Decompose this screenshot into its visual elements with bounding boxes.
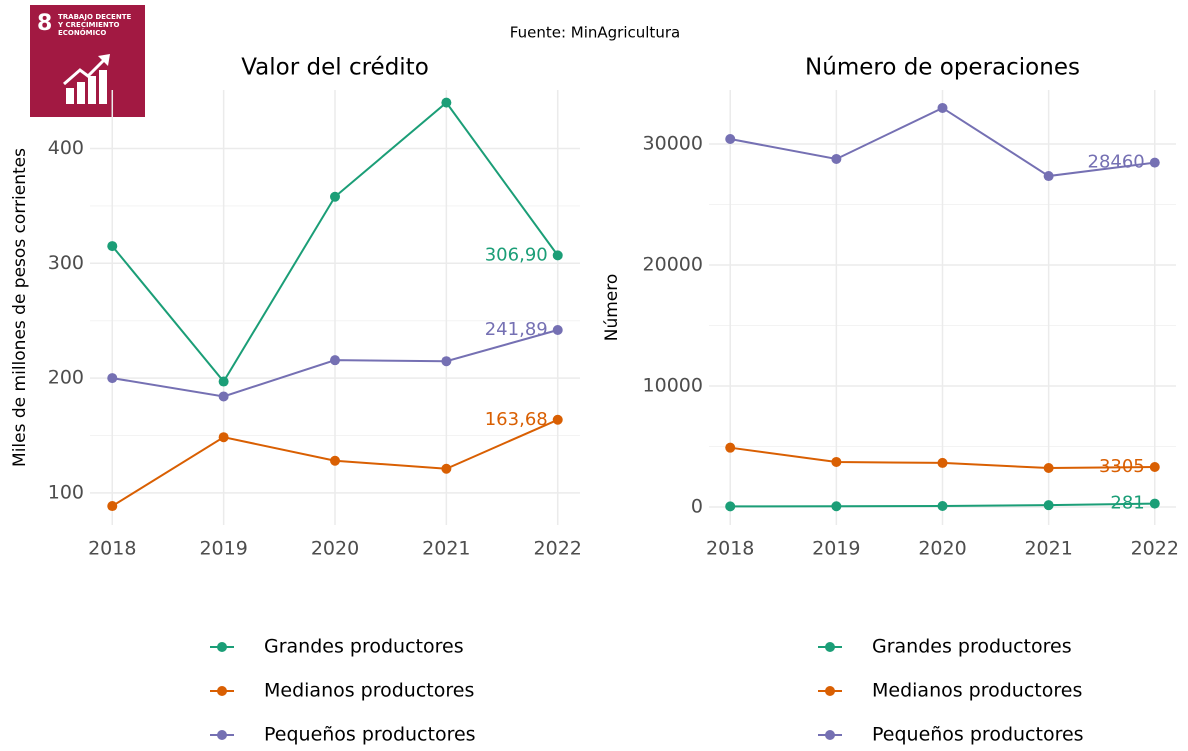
badge-icon: [63, 54, 110, 104]
x-tick-label: 2021: [1024, 538, 1072, 560]
badge-text: TRABAJO DECENTE: [58, 13, 131, 21]
chart-title: Valor del crédito: [241, 55, 429, 81]
badge-text: ECONÓMICO: [58, 28, 106, 37]
point: [725, 442, 736, 453]
legend-label: Medianos productores: [872, 680, 1082, 702]
legend-label: Grandes productores: [872, 636, 1072, 658]
x-tick-label: 2020: [311, 538, 359, 560]
point: [937, 102, 948, 113]
point: [725, 501, 736, 512]
point: [107, 373, 118, 384]
x-tick-label: 2022: [534, 538, 582, 560]
point: [107, 501, 118, 512]
point: [330, 191, 340, 202]
value-label: 281: [1110, 493, 1144, 514]
x-tick-label: 2019: [199, 538, 247, 560]
legend-label: Grandes productores: [264, 636, 464, 658]
point: [441, 356, 452, 367]
point: [552, 250, 563, 261]
legend-key: [825, 642, 835, 652]
value-label: 28460: [1088, 152, 1145, 173]
point: [107, 241, 118, 252]
sdg-badge: 8 TRABAJO DECENTE Y CRECIMIENTO ECONÓMIC…: [30, 5, 145, 117]
chart-title: Número de operaciones: [805, 55, 1080, 81]
legend-label: Pequeños productores: [264, 724, 476, 746]
point: [937, 501, 948, 512]
point: [937, 457, 948, 468]
point: [1149, 157, 1160, 168]
legend-key: [217, 642, 227, 652]
badge-number: 8: [37, 11, 52, 36]
y-axis-label: Número: [602, 274, 622, 342]
source: Fuente: MinAgricultura: [510, 24, 680, 42]
y-axis-label: Miles de millones de pesos corrientes: [10, 148, 30, 467]
point: [330, 455, 340, 466]
point: [1043, 171, 1054, 182]
value-label: 241,89: [485, 319, 548, 340]
y-tick-label: 100: [48, 481, 84, 503]
y-tick-label: 10000: [643, 374, 703, 396]
value-label: 306,90: [485, 244, 548, 265]
point: [441, 97, 452, 108]
x-tick-label: 2018: [88, 538, 136, 560]
point: [218, 391, 229, 402]
x-tick-label: 2022: [1131, 538, 1179, 560]
y-tick-label: 300: [48, 252, 84, 274]
point: [1149, 498, 1160, 509]
badge-bg: [30, 5, 145, 117]
point: [1149, 461, 1160, 472]
y-tick-label: 20000: [643, 253, 703, 275]
y-tick-label: 400: [48, 137, 84, 159]
value-label: 163,68: [485, 409, 548, 430]
x-tick-label: 2018: [706, 538, 754, 560]
legend-label: Medianos productores: [264, 680, 474, 702]
badge-text: Y CRECIMIENTO: [57, 21, 120, 29]
legend-key: [825, 730, 835, 740]
point: [831, 501, 842, 512]
point: [1043, 463, 1054, 474]
point: [441, 463, 452, 474]
x-tick-label: 2020: [918, 538, 966, 560]
legend-key: [825, 686, 835, 696]
value-label: 3305: [1099, 456, 1145, 477]
point: [218, 432, 229, 443]
y-tick-label: 0: [691, 495, 703, 517]
point: [330, 355, 340, 366]
point: [552, 325, 563, 336]
x-tick-label: 2019: [812, 538, 860, 560]
legend-key: [217, 686, 227, 696]
point: [1043, 500, 1054, 511]
point: [218, 376, 229, 387]
legend-key: [217, 730, 227, 740]
point: [831, 153, 842, 164]
x-tick-label: 2021: [422, 538, 470, 560]
point: [831, 456, 842, 467]
point: [552, 414, 563, 425]
legend-label: Pequeños productores: [872, 724, 1084, 746]
y-tick-label: 200: [48, 367, 84, 389]
y-tick-label: 30000: [643, 132, 703, 154]
point: [725, 134, 736, 145]
